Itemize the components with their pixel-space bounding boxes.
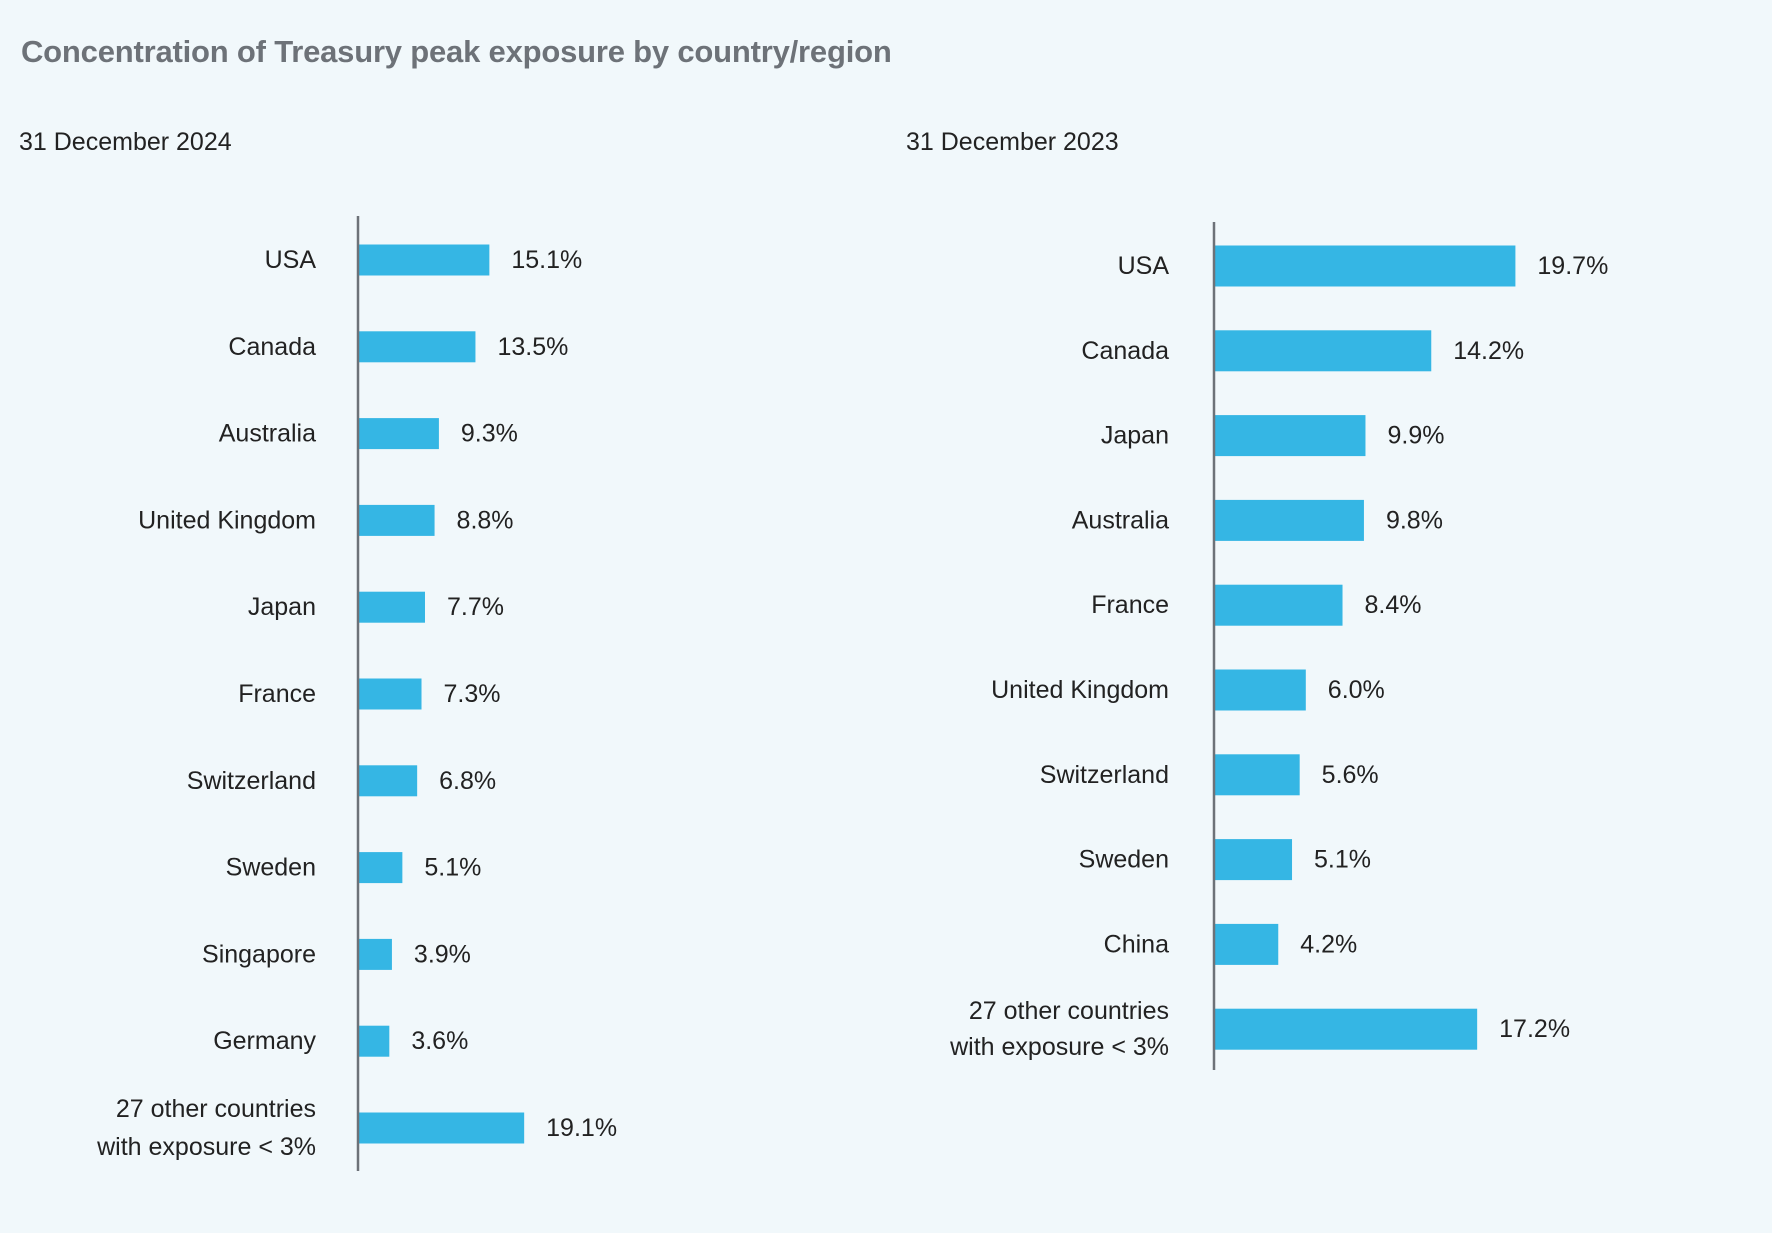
category-label-line: Australia — [219, 420, 316, 448]
category-label-2023-6: Switzerland — [1040, 761, 1169, 789]
category-label-line: China — [1104, 930, 1169, 958]
category-label-line: USA — [1118, 252, 1170, 280]
bar-2024-8 — [358, 939, 392, 970]
category-label-line: United Kingdom — [991, 676, 1169, 704]
category-label-line: Switzerland — [1040, 761, 1169, 789]
bar-2023-8 — [1214, 924, 1278, 965]
value-label-2024-6: 6.8% — [439, 767, 496, 795]
bar-2023-1 — [1214, 330, 1431, 371]
bar-2024-6 — [358, 765, 417, 796]
category-label-line: with exposure < 3% — [949, 1033, 1169, 1061]
value-label-2023-0: 19.7% — [1537, 252, 1608, 280]
category-label-2023-1: Canada — [1081, 337, 1169, 365]
category-label-line: United Kingdom — [138, 506, 316, 534]
bar-2024-4 — [358, 592, 425, 623]
category-label-2024-1: Canada — [228, 333, 316, 361]
category-label-line: Sweden — [226, 854, 316, 882]
category-label-line: France — [1091, 591, 1169, 619]
value-label-2024-3: 8.8% — [457, 506, 514, 534]
category-label-2023-7: Sweden — [1079, 846, 1169, 874]
chart-2023-plot: 19.7% USA 14.2% Canada 9.9% Japan 9.8% Australi… — [949, 222, 1608, 1070]
category-label-2024-0: USA — [265, 246, 317, 274]
category-label-2023-5: United Kingdom — [991, 676, 1169, 704]
category-label-2024-4: Japan — [248, 593, 316, 621]
chart-2024: 15.1% USA 13.5% Canada 9.3% Australia 8.8% Unit… — [0, 0, 1772, 1233]
chart-2024-plot: 15.1% USA 13.5% Canada 9.3% Australia 8.8% Unit… — [96, 216, 617, 1171]
value-label-2024-10: 19.1% — [546, 1114, 617, 1142]
bar-2024-0 — [358, 245, 489, 276]
category-label-2023-3: Australia — [1072, 506, 1169, 534]
category-label-2024-2: Australia — [219, 420, 316, 448]
category-label-line: Sweden — [1079, 846, 1169, 874]
bar-2023-4 — [1214, 585, 1343, 626]
category-label-line: Japan — [248, 593, 316, 621]
category-label-line: USA — [265, 246, 317, 274]
bar-2023-5 — [1214, 670, 1306, 711]
value-label-2024-1: 13.5% — [497, 333, 568, 361]
value-label-2023-1: 14.2% — [1453, 337, 1524, 365]
value-label-2023-5: 6.0% — [1328, 676, 1385, 704]
category-label-line: Switzerland — [187, 767, 316, 795]
bar-2024-10 — [358, 1113, 524, 1144]
value-label-2023-8: 4.2% — [1300, 930, 1357, 958]
category-label-line: with exposure < 3% — [96, 1133, 316, 1161]
bar-2024-2 — [358, 418, 439, 449]
category-label-line: Canada — [228, 333, 316, 361]
value-label-2023-3: 9.8% — [1386, 506, 1443, 534]
value-label-2024-2: 9.3% — [461, 420, 518, 448]
category-label-2024-6: Switzerland — [187, 767, 316, 795]
bar-2024-3 — [358, 505, 435, 536]
value-label-2023-6: 5.6% — [1322, 761, 1379, 789]
value-label-2024-8: 3.9% — [414, 940, 471, 968]
category-label-line: 27 other countries — [116, 1095, 316, 1123]
category-label-2023-0: USA — [1118, 252, 1170, 280]
bar-2023-0 — [1214, 246, 1515, 287]
bar-2023-2 — [1214, 415, 1365, 456]
value-label-2024-9: 3.6% — [411, 1027, 468, 1055]
category-label-2024-5: France — [238, 680, 316, 708]
category-label-2023-9: 27 other countries with exposure < 3% — [949, 997, 1169, 1061]
category-label-2024-8: Singapore — [202, 940, 316, 968]
value-label-2023-9: 17.2% — [1499, 1015, 1570, 1043]
category-label-2024-9: Germany — [213, 1027, 316, 1055]
bar-2023-3 — [1214, 500, 1364, 541]
bar-2024-7 — [358, 852, 402, 883]
category-label-line: Australia — [1072, 506, 1169, 534]
category-label-2023-8: China — [1104, 930, 1169, 958]
category-label-line: Japan — [1101, 422, 1169, 450]
value-label-2024-4: 7.7% — [447, 593, 504, 621]
category-label-2023-4: France — [1091, 591, 1169, 619]
value-label-2024-0: 15.1% — [511, 246, 582, 274]
category-label-line: Canada — [1081, 337, 1169, 365]
category-label-line: Germany — [213, 1027, 316, 1055]
category-label-2024-7: Sweden — [226, 854, 316, 882]
bar-2023-6 — [1214, 754, 1300, 795]
value-label-2024-7: 5.1% — [424, 854, 481, 882]
category-label-2023-2: Japan — [1101, 422, 1169, 450]
value-label-2024-5: 7.3% — [444, 680, 501, 708]
value-label-2023-4: 8.4% — [1365, 591, 1422, 619]
value-label-2023-2: 9.9% — [1387, 422, 1444, 450]
bar-2023-7 — [1214, 839, 1292, 880]
bar-2024-9 — [358, 1026, 389, 1057]
category-label-2024-10: 27 other countries with exposure < 3% — [96, 1095, 316, 1161]
value-label-2023-7: 5.1% — [1314, 846, 1371, 874]
category-label-line: France — [238, 680, 316, 708]
category-label-line: Singapore — [202, 940, 316, 968]
category-label-line: 27 other countries — [969, 997, 1169, 1025]
bar-2024-5 — [358, 679, 422, 710]
bar-2023-9 — [1214, 1009, 1477, 1050]
category-label-2024-3: United Kingdom — [138, 506, 316, 534]
bar-2024-1 — [358, 331, 475, 362]
